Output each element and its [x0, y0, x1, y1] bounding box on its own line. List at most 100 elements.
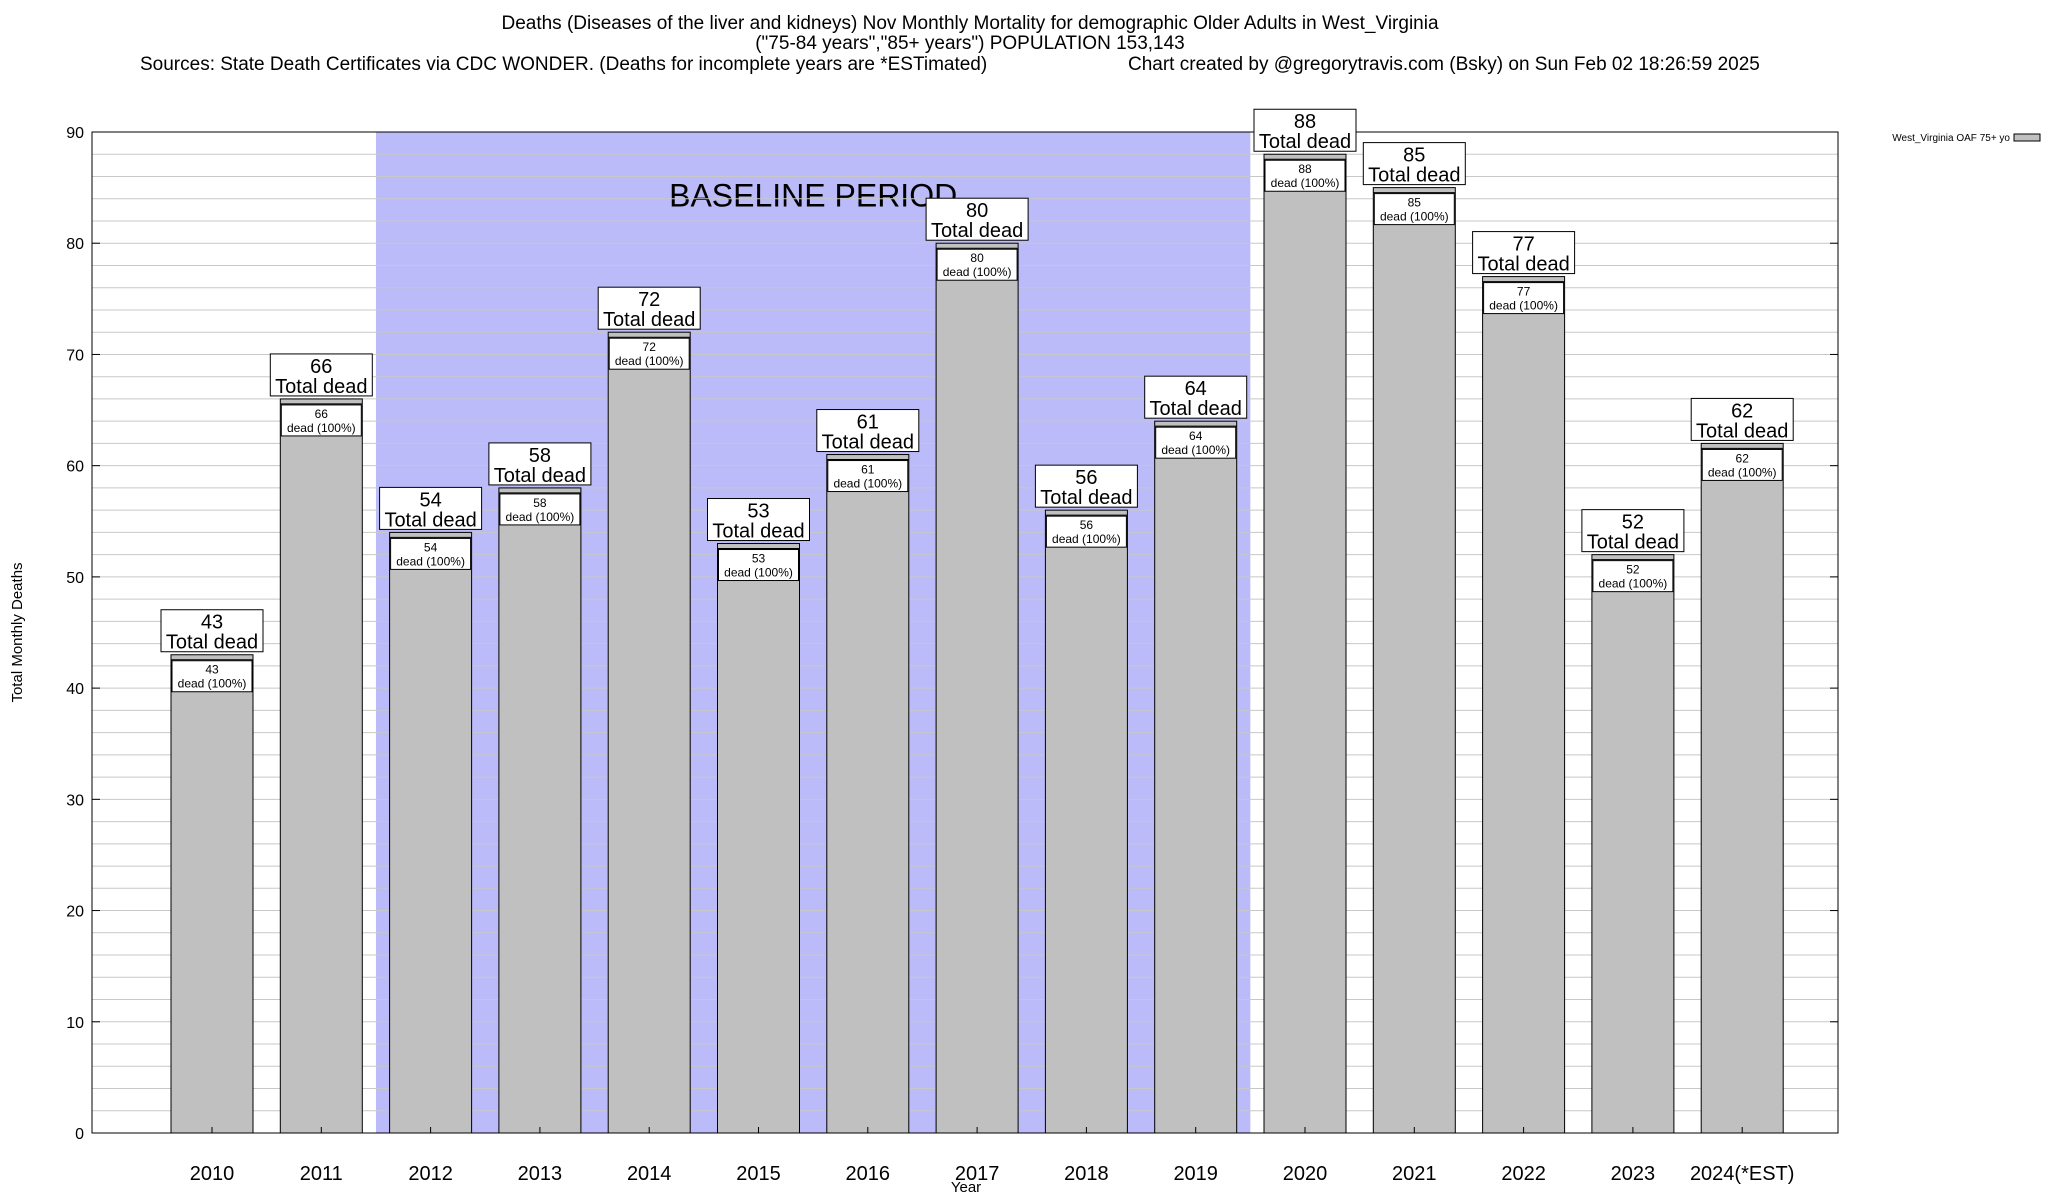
inner-label-box: [608, 337, 690, 370]
inner-label-box: [1592, 560, 1674, 593]
top-label-text: Total dead: [603, 309, 695, 331]
inner-label-text: dead (100%): [1271, 176, 1340, 190]
inner-label-value: 54: [424, 540, 438, 554]
top-label-text: Total dead: [1150, 398, 1242, 420]
x-tick-label: 2013: [518, 1163, 563, 1185]
inner-label-value: 64: [1189, 429, 1203, 443]
x-axis-label: Year: [951, 1179, 981, 1196]
chart-credit: Chart created by @gregorytravis.com (Bsk…: [1128, 54, 1760, 75]
inner-label-box: [1045, 515, 1127, 548]
inner-label-value: 58: [533, 496, 547, 510]
top-label-text: Total dead: [1040, 487, 1132, 509]
top-label-value: 88: [1294, 111, 1316, 133]
top-label-value: 56: [1075, 467, 1097, 489]
inner-label-box: [718, 549, 799, 582]
inner-label-text: dead (100%): [1161, 443, 1230, 457]
inner-label-text: dead (100%): [1489, 299, 1558, 313]
x-tick-label: 2011: [300, 1163, 343, 1185]
y-tick-label: 70: [66, 347, 84, 364]
bar: [389, 531, 473, 1134]
x-tick-label: 2016: [846, 1163, 891, 1185]
inner-label-value: 52: [1626, 563, 1640, 577]
bar: [1591, 554, 1675, 1134]
y-tick-label: 30: [66, 792, 84, 809]
inner-label-box: [936, 248, 1018, 281]
top-label-box: [1034, 464, 1138, 508]
y-tick-label: 50: [66, 570, 84, 587]
y-tick-label: 80: [66, 236, 84, 253]
bar: [1372, 187, 1456, 1134]
bar: [279, 398, 363, 1134]
top-label-value: 66: [310, 356, 332, 378]
inner-label-text: dead (100%): [615, 354, 684, 368]
top-label-value: 54: [419, 489, 441, 511]
top-label-box: [1472, 231, 1576, 275]
inner-label-text: dead (100%): [943, 265, 1012, 279]
x-tick-label: 2012: [408, 1163, 453, 1185]
inner-label-box: [1373, 193, 1455, 226]
x-tick-label: 2018: [1064, 1163, 1109, 1185]
top-label-value: 80: [966, 200, 988, 222]
top-label-text: Total dead: [1368, 165, 1460, 187]
top-label-box: [597, 286, 701, 330]
x-tick-label: 2015: [736, 1163, 781, 1185]
inner-label-value: 43: [205, 663, 219, 677]
top-label-text: Total dead: [494, 465, 586, 487]
chart-sources: Sources: State Death Certificates via CD…: [140, 54, 988, 75]
x-tick-label: 2010: [190, 1163, 235, 1185]
inner-label-text: dead (100%): [506, 510, 575, 524]
x-tick-label: 2014: [627, 1163, 672, 1185]
x-tick-label: 2019: [1173, 1163, 1218, 1185]
x-tick-label: 2024(*EST): [1690, 1163, 1795, 1185]
chart-title: Deaths (Diseases of the liver and kidney…: [501, 13, 1439, 34]
top-label-text: Total dead: [1259, 131, 1351, 153]
top-label-box: [707, 498, 810, 542]
top-label-value: 72: [638, 289, 660, 311]
top-label-value: 43: [201, 612, 223, 634]
top-label-box: [488, 442, 592, 486]
x-tick-label: 2021: [1392, 1163, 1437, 1185]
y-tick-label: 10: [66, 1015, 84, 1032]
inner-label-value: 56: [1080, 518, 1094, 532]
inner-label-value: 77: [1517, 285, 1531, 299]
bar: [1482, 276, 1566, 1134]
inner-label-text: dead (100%): [1599, 577, 1668, 591]
y-tick-label: 60: [66, 459, 84, 476]
legend-label: West_Virginia OAF 75+ yo: [1892, 133, 2010, 144]
inner-label-box: [390, 537, 472, 570]
inner-label-text: dead (100%): [1052, 532, 1121, 546]
x-tick-label: 2020: [1283, 1163, 1328, 1185]
top-label-text: Total dead: [1696, 420, 1788, 442]
top-label-box: [925, 197, 1029, 241]
top-label-text: Total dead: [931, 220, 1023, 242]
inner-label-value: 72: [643, 340, 657, 354]
top-label-text: Total dead: [275, 376, 367, 398]
top-label-box: [1362, 142, 1466, 186]
bar: [1154, 420, 1238, 1134]
top-label-box: [379, 486, 483, 530]
bar: [170, 654, 254, 1134]
y-tick-label: 90: [66, 125, 84, 142]
top-label-box: [160, 609, 264, 653]
top-label-value: 58: [529, 445, 551, 467]
top-label-box: [816, 409, 920, 453]
inner-label-box: [499, 493, 581, 526]
top-label-text: Total dead: [1477, 254, 1569, 276]
x-tick-label: 2023: [1611, 1163, 1656, 1185]
top-label-value: 62: [1731, 400, 1753, 422]
inner-label-value: 88: [1298, 162, 1312, 176]
inner-label-box: [827, 460, 909, 493]
y-tick-label: 20: [66, 904, 84, 921]
top-label-box: [1690, 397, 1794, 441]
bar: [826, 454, 910, 1134]
inner-label-value: 80: [970, 251, 984, 265]
inner-label-box: [1155, 426, 1237, 459]
inner-label-text: dead (100%): [287, 421, 356, 435]
top-label-text: Total dead: [822, 432, 914, 454]
inner-label-value: 62: [1736, 451, 1750, 465]
inner-label-text: dead (100%): [178, 677, 247, 691]
bar: [607, 331, 691, 1134]
baseline-label: BASELINE PERIOD: [669, 178, 957, 214]
inner-label-value: 85: [1408, 196, 1422, 210]
